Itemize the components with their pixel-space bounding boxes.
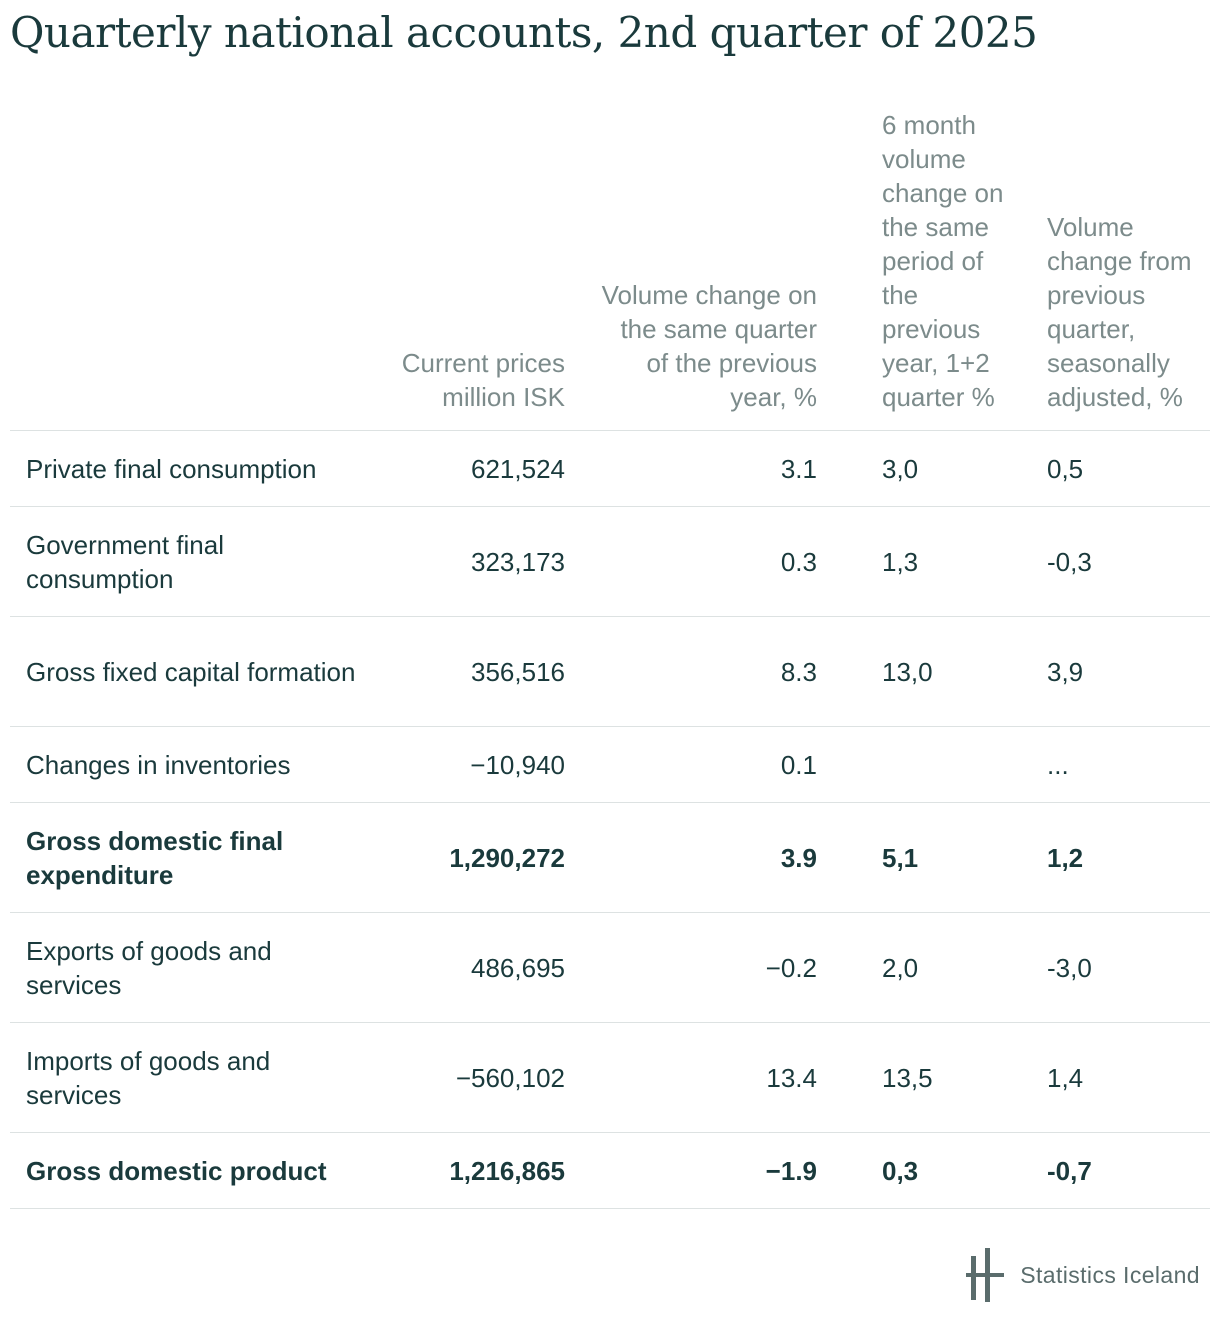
table-cell: 1,4 bbox=[1022, 1022, 1210, 1133]
header-row: Current prices million ISK Volume change… bbox=[10, 108, 1210, 431]
table-row: Gross fixed capital formation 356,516 8.3 1… bbox=[10, 616, 1210, 727]
table-cell: −0.2 bbox=[593, 912, 827, 1023]
table-cell: 13.4 bbox=[593, 1022, 827, 1133]
row-label: Private final consumption bbox=[10, 430, 388, 507]
data-table: Current prices million ISK Volume change… bbox=[10, 108, 1210, 1209]
table-row: Gross domestic final expenditure 1,290,27… bbox=[10, 802, 1210, 913]
column-header-label bbox=[10, 108, 388, 431]
table-row: Exports of goods and services 486,695 −0.2… bbox=[10, 912, 1210, 1023]
table-cell: −1.9 bbox=[593, 1132, 827, 1209]
table-cell: 1,216,865 bbox=[388, 1132, 593, 1209]
table-cell: 13,5 bbox=[827, 1022, 1022, 1133]
table-row: Government final consumption 323,173 0.3 1,… bbox=[10, 506, 1210, 617]
row-label: Imports of goods and services bbox=[10, 1022, 388, 1133]
row-label: Gross domestic final expenditure bbox=[10, 802, 388, 913]
table-cell: -0,3 bbox=[1022, 506, 1210, 617]
column-header-six-month-change: 6 month volume change on the same period… bbox=[827, 108, 1022, 431]
page-title: Quarterly national accounts, 2nd quarter… bbox=[10, 8, 1038, 57]
logo-text: Statistics Iceland bbox=[1020, 1261, 1200, 1288]
table-cell: −10,940 bbox=[388, 726, 593, 803]
row-label: Government final consumption bbox=[10, 506, 388, 617]
table-cell: 5,1 bbox=[827, 802, 1022, 913]
table-cell: 0.3 bbox=[593, 506, 827, 617]
table-cell: 1,3 bbox=[827, 506, 1022, 617]
table-cell: 3.9 bbox=[593, 802, 827, 913]
table-cell bbox=[827, 726, 1022, 803]
column-header-seasonally-adjusted: Volume change from previous quarter, sea… bbox=[1022, 108, 1210, 431]
table-cell: 3,9 bbox=[1022, 616, 1210, 727]
table-cell: 3.1 bbox=[593, 430, 827, 507]
table-cell: 486,695 bbox=[388, 912, 593, 1023]
table-cell: 0,5 bbox=[1022, 430, 1210, 507]
statistics-iceland-logo-icon bbox=[966, 1248, 1005, 1302]
table-row: Gross domestic product 1,216,865 −1.9 0,3 -0… bbox=[10, 1132, 1210, 1209]
footer-logo: Statistics Iceland bbox=[966, 1248, 1200, 1302]
table-row: Imports of goods and services −560,102 13.… bbox=[10, 1022, 1210, 1133]
table-cell: 356,516 bbox=[388, 616, 593, 727]
row-label: Changes in inventories bbox=[10, 726, 388, 803]
table-row: Private final consumption 621,524 3.1 3,0 0,… bbox=[10, 430, 1210, 507]
table-cell: ... bbox=[1022, 726, 1210, 803]
table-cell: -0,7 bbox=[1022, 1132, 1210, 1209]
table-row: Changes in inventories −10,940 0.1... bbox=[10, 726, 1210, 803]
table-body: Private final consumption 621,524 3.1 3,0 0,… bbox=[10, 430, 1210, 1209]
table-cell: 3,0 bbox=[827, 430, 1022, 507]
table-cell: 2,0 bbox=[827, 912, 1022, 1023]
row-label: Exports of goods and services bbox=[10, 912, 388, 1023]
column-header-current-prices: Current prices million ISK bbox=[388, 108, 593, 431]
table-cell: 323,173 bbox=[388, 506, 593, 617]
table-cell: 621,524 bbox=[388, 430, 593, 507]
table-cell: −560,102 bbox=[388, 1022, 593, 1133]
row-label: Gross fixed capital formation bbox=[10, 616, 388, 727]
table-cell: 0.1 bbox=[593, 726, 827, 803]
table-cell: 1,2 bbox=[1022, 802, 1210, 913]
row-label: Gross domestic product bbox=[10, 1132, 388, 1209]
table-cell: 8.3 bbox=[593, 616, 827, 727]
table-cell: 13,0 bbox=[827, 616, 1022, 727]
table-cell: 1,290,272 bbox=[388, 802, 593, 913]
table-cell: 0,3 bbox=[827, 1132, 1022, 1209]
table-cell: -3,0 bbox=[1022, 912, 1210, 1023]
column-header-volume-change-year: Volume change on the same quarter of the… bbox=[593, 108, 827, 431]
